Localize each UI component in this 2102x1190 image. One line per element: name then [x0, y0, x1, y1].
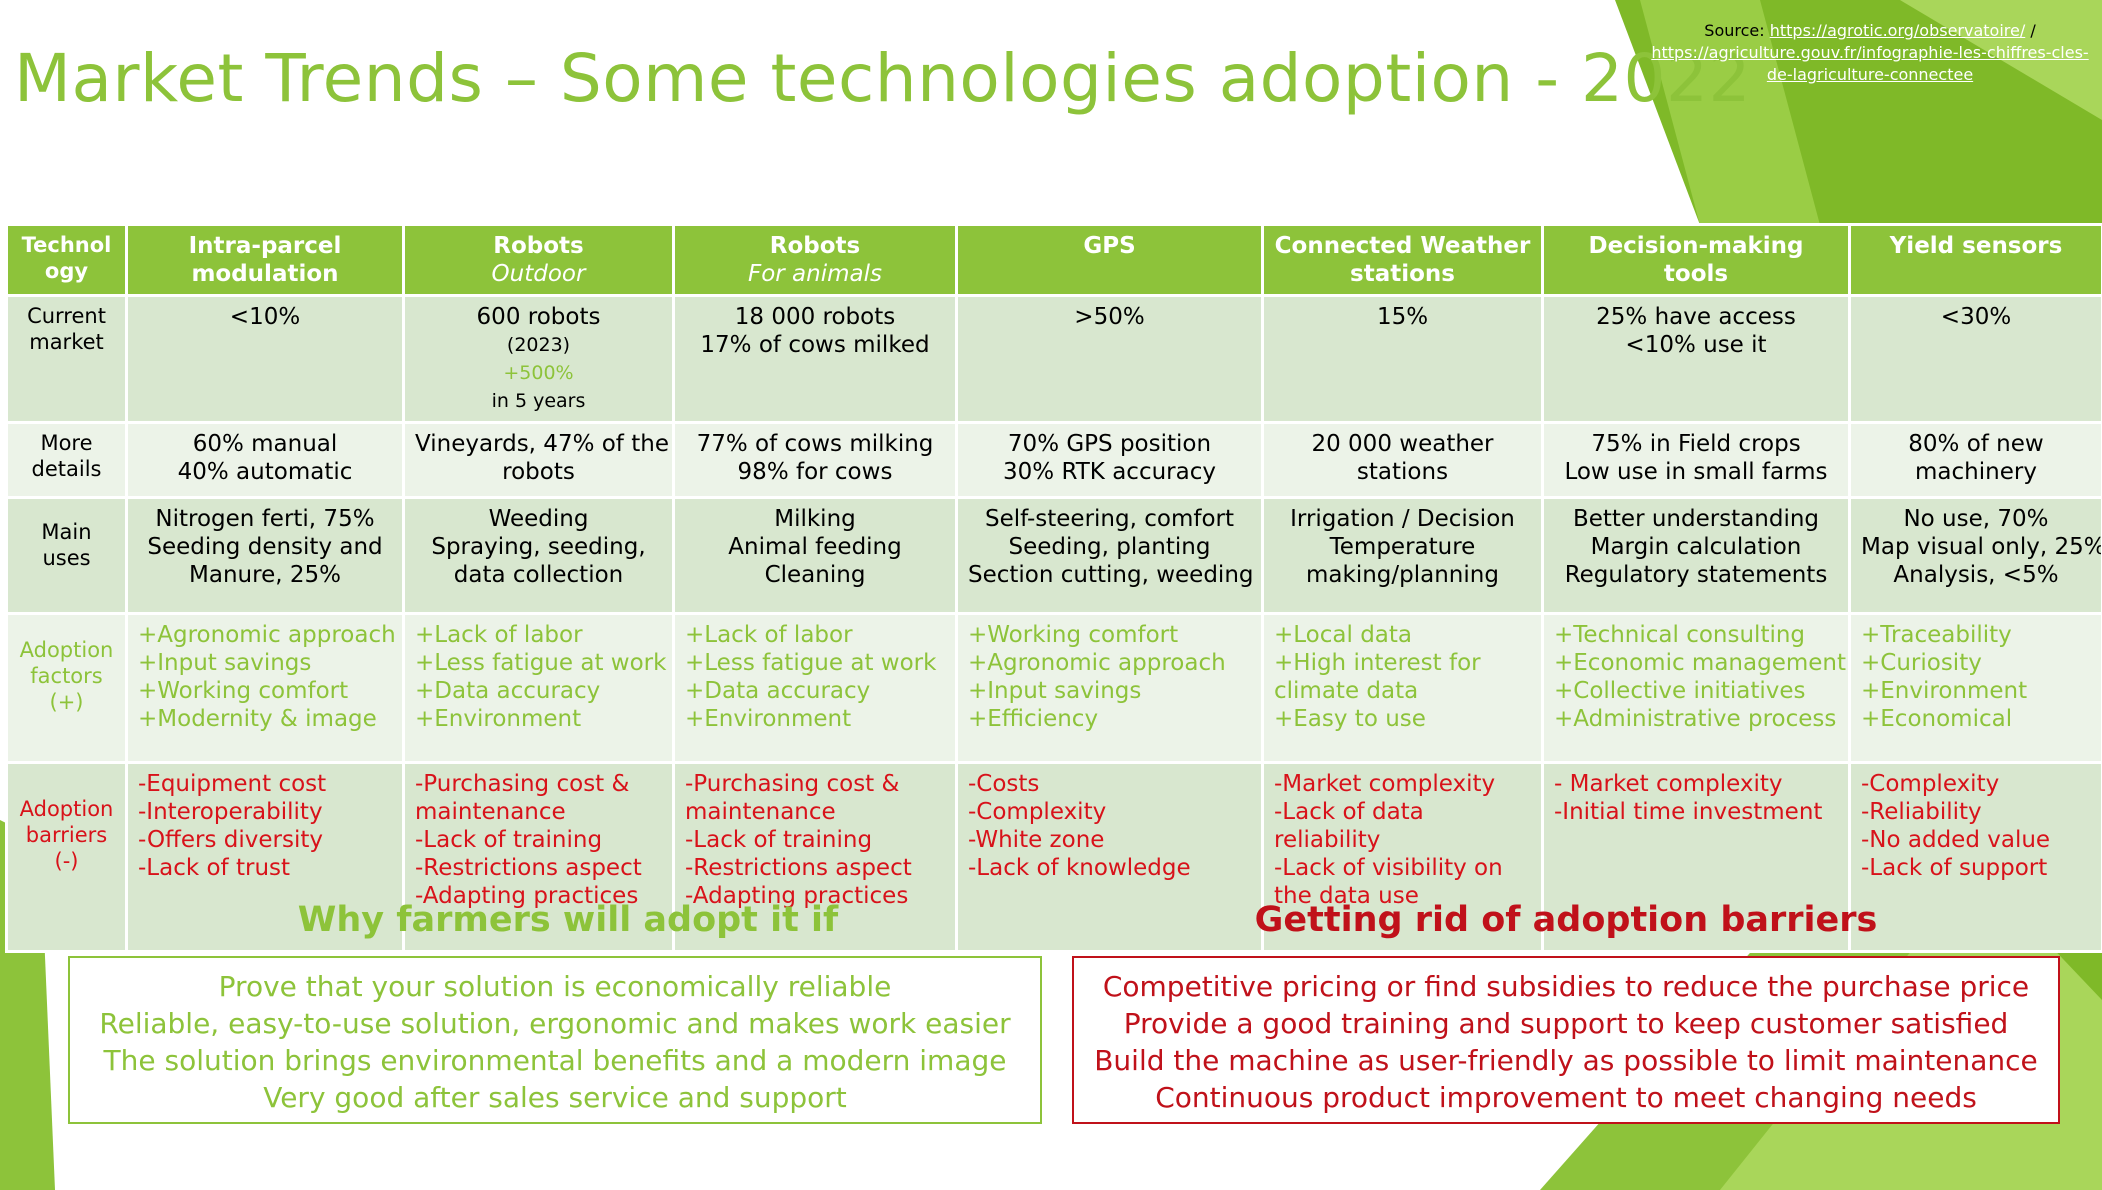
table-cell: 60% manual 40% automatic [125, 421, 405, 499]
row-adoption-barriers: Adoption barriers (-) -Equipment cost -Inte… [5, 761, 2102, 953]
table-cell: 75% in Field crops Low use in small farms [1541, 421, 1851, 499]
why-adopt-box: Prove that your solution is economically… [68, 956, 1042, 1124]
table-cell: -Purchasing cost & maintenance -Lack of tr… [672, 761, 958, 953]
why-adopt-heading: Why farmers will adopt it if [297, 900, 839, 940]
row-label: Current market [5, 294, 128, 424]
header-technology: Technol ogy [5, 223, 128, 297]
barriers-removal-box: Competitive pricing or find subsidies to… [1072, 956, 2060, 1124]
table-cell: +Traceability +Curiosity +Environment +Econ… [1848, 612, 2102, 764]
slide-title: Market Trends – Some technologies adopti… [14, 40, 1751, 117]
table-cell: +Agronomic approach +Input savings +Workin… [125, 612, 405, 764]
row-more-details: More details 60% manual 40% automatic Vine… [5, 421, 2102, 499]
table-cell: 70% GPS position 30% RTK accuracy [955, 421, 1264, 499]
row-label: Main uses [5, 496, 128, 615]
row-label: Adoption factors (+) [5, 612, 128, 764]
barriers-removal-line: Build the machine as user-friendly as po… [1094, 1044, 2038, 1077]
header-weather-stations: Connected Weather stations [1261, 223, 1544, 297]
barriers-removal-line: Competitive pricing or find subsidies to… [1102, 970, 2030, 1003]
source-link-agrotic[interactable]: https://agrotic.org/observatoire/ [1769, 21, 2026, 40]
row-label: Adoption barriers (-) [5, 761, 128, 953]
table-cell: >50% [955, 294, 1264, 424]
header-yield-sensors: Yield sensors [1848, 223, 2102, 297]
row-adoption-factors: Adoption factors (+) +Agronomic approach +I… [5, 612, 2102, 764]
table-cell: +Lack of labor +Less fatigue at work +Data… [402, 612, 675, 764]
barriers-removal-line: Continuous product improvement to meet c… [1155, 1081, 1977, 1114]
table-cell: -Costs -Complexity -White zone -Lack of kno… [955, 761, 1264, 953]
table-cell: -Equipment cost -Interoperability -Offers … [125, 761, 405, 953]
table-cell: +Local data +High interest for climate dat… [1261, 612, 1544, 764]
table-cell: - Market complexity -Initial time investm… [1541, 761, 1851, 953]
table-cell: Milking Animal feeding Cleaning [672, 496, 958, 615]
table-cell: +Lack of labor +Less fatigue at work +Data… [672, 612, 958, 764]
table-cell: 25% have access <10% use it [1541, 294, 1851, 424]
table-cell: +Technical consulting +Economic managemen… [1541, 612, 1851, 764]
table-cell: Vineyards, 47% of the robots [402, 421, 675, 499]
source-link-agriculture[interactable]: https://agriculture.gouv.fr/infographie-… [1651, 43, 2089, 84]
row-label: More details [5, 421, 128, 499]
why-adopt-line: Prove that your solution is economically… [218, 970, 892, 1003]
table-cell: +Working comfort +Agronomic approach +Inpu… [955, 612, 1264, 764]
table-cell: Irrigation / Decision Temperature making/p… [1261, 496, 1544, 615]
header-decision-tools: Decision-making tools [1541, 223, 1851, 297]
header-robots-outdoor: Robots Outdoor [402, 223, 675, 297]
table-cell: 600 robots (2023) +500% in 5 years [402, 294, 675, 424]
table-cell: -Market complexity -Lack of data reliabili… [1261, 761, 1544, 953]
header-intra-parcel: Intra-parcel modulation [125, 223, 405, 297]
table-cell: -Complexity -Reliability -No added value -L… [1848, 761, 2102, 953]
table-cell: 80% of new machinery [1848, 421, 2102, 499]
table-cell: 18 000 robots 17% of cows milked [672, 294, 958, 424]
table-cell: Self-steering, comfort Seeding, planting S… [955, 496, 1264, 615]
table-cell: 15% [1261, 294, 1544, 424]
barriers-removal-heading: Getting rid of adoption barriers [1254, 900, 1878, 940]
row-current-market: Current market <10% 600 robots (2023) +50… [5, 294, 2102, 424]
row-main-uses: Main uses Nitrogen ferti, 75% Seeding dens… [5, 496, 2102, 615]
table-header-row: Technol ogy Intra-parcel modulation Robot… [5, 223, 2102, 297]
barriers-removal-line: Provide a good training and support to k… [1123, 1007, 2009, 1040]
table-cell: <10% [125, 294, 405, 424]
table-cell: Nitrogen ferti, 75% Seeding density and Ma… [125, 496, 405, 615]
table-cell: 20 000 weather stations [1261, 421, 1544, 499]
why-adopt-line: The solution brings environmental benefi… [103, 1044, 1007, 1077]
table-cell: No use, 70% Map visual only, 25% Analysis,… [1848, 496, 2102, 615]
table-cell: 77% of cows milking 98% for cows [672, 421, 958, 499]
header-gps: GPS [955, 223, 1264, 297]
table-cell: Weeding Spraying, seeding, data collection [402, 496, 675, 615]
technology-adoption-table: Technol ogy Intra-parcel modulation Robot… [5, 223, 2102, 953]
source-separator: / [2030, 21, 2036, 40]
source-label: Source: [1704, 21, 1765, 40]
table-cell: <30% [1848, 294, 2102, 424]
why-adopt-line: Reliable, easy-to-use solution, ergonomi… [99, 1007, 1011, 1040]
why-adopt-line: Very good after sales service and suppor… [263, 1081, 847, 1114]
source-note: Source: https://agrotic.org/observatoire… [1640, 20, 2100, 86]
header-robots-animals: Robots For animals [672, 223, 958, 297]
table-cell: Better understanding Margin calculation Re… [1541, 496, 1851, 615]
table-cell: -Purchasing cost & maintenance -Lack of tr… [402, 761, 675, 953]
